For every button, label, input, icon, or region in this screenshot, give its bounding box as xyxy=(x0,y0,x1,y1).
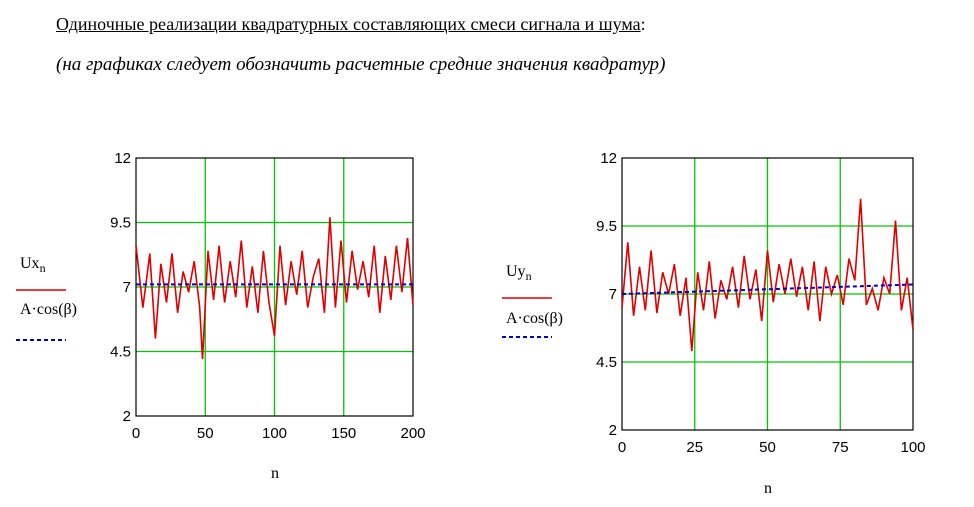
legend-mean-label: A·cos(β) xyxy=(20,301,77,318)
plot-frame xyxy=(135,157,414,417)
subtitle-paren-open: ( xyxy=(56,54,63,75)
y-tick-label: 4.5 xyxy=(110,344,131,361)
page-title-colon: : xyxy=(640,14,646,34)
x-axis-label: n xyxy=(271,465,279,482)
signal-line xyxy=(621,198,914,352)
y-tick-label: 9.5 xyxy=(110,215,131,232)
legend-signal-subscript: n xyxy=(526,269,532,283)
page-title-text: Одиночные реализации квадратурных состав… xyxy=(56,14,641,34)
x-tick-label: 25 xyxy=(686,439,703,456)
subtitle-paren-close: ) xyxy=(659,54,666,75)
x-tick-label: 0 xyxy=(618,439,626,456)
y-tick-label: 7 xyxy=(123,279,131,296)
y-tick-label: 7 xyxy=(609,286,617,303)
x-tick-label: 200 xyxy=(400,425,425,442)
y-tick-label: 2 xyxy=(123,408,131,425)
y-tick-label: 12 xyxy=(600,150,617,167)
y-tick-label: 12 xyxy=(114,150,131,167)
y-tick-label: 9.5 xyxy=(596,218,617,235)
x-tick-label: 75 xyxy=(832,439,849,456)
signal-line xyxy=(135,217,414,360)
page-title: Одиночные реализации квадратурных состав… xyxy=(56,14,646,35)
x-axis-label: n xyxy=(764,480,772,497)
x-tick-label: 0 xyxy=(132,425,140,442)
subtitle-text: на графиках следует обозначить расчетные… xyxy=(62,54,660,75)
legend-signal-subscript: n xyxy=(40,261,46,275)
y-tick-label: 2 xyxy=(609,422,617,439)
x-tick-label: 50 xyxy=(759,439,776,456)
y-tick-label: 4.5 xyxy=(596,354,617,371)
x-tick-label: 50 xyxy=(197,425,214,442)
legend-signal-label: Uyn xyxy=(506,263,532,283)
x-tick-label: 150 xyxy=(331,425,356,442)
page-subtitle: (на графиках следует обозначить расчетны… xyxy=(56,54,665,76)
x-tick-label: 100 xyxy=(900,439,925,456)
legend-signal-name: Ux xyxy=(20,255,40,272)
legend-signal-name: Uy xyxy=(506,263,526,280)
legend-mean-label: A·cos(β) xyxy=(506,310,563,327)
legend-signal-label: Uxn xyxy=(20,255,46,275)
x-tick-label: 100 xyxy=(262,425,287,442)
